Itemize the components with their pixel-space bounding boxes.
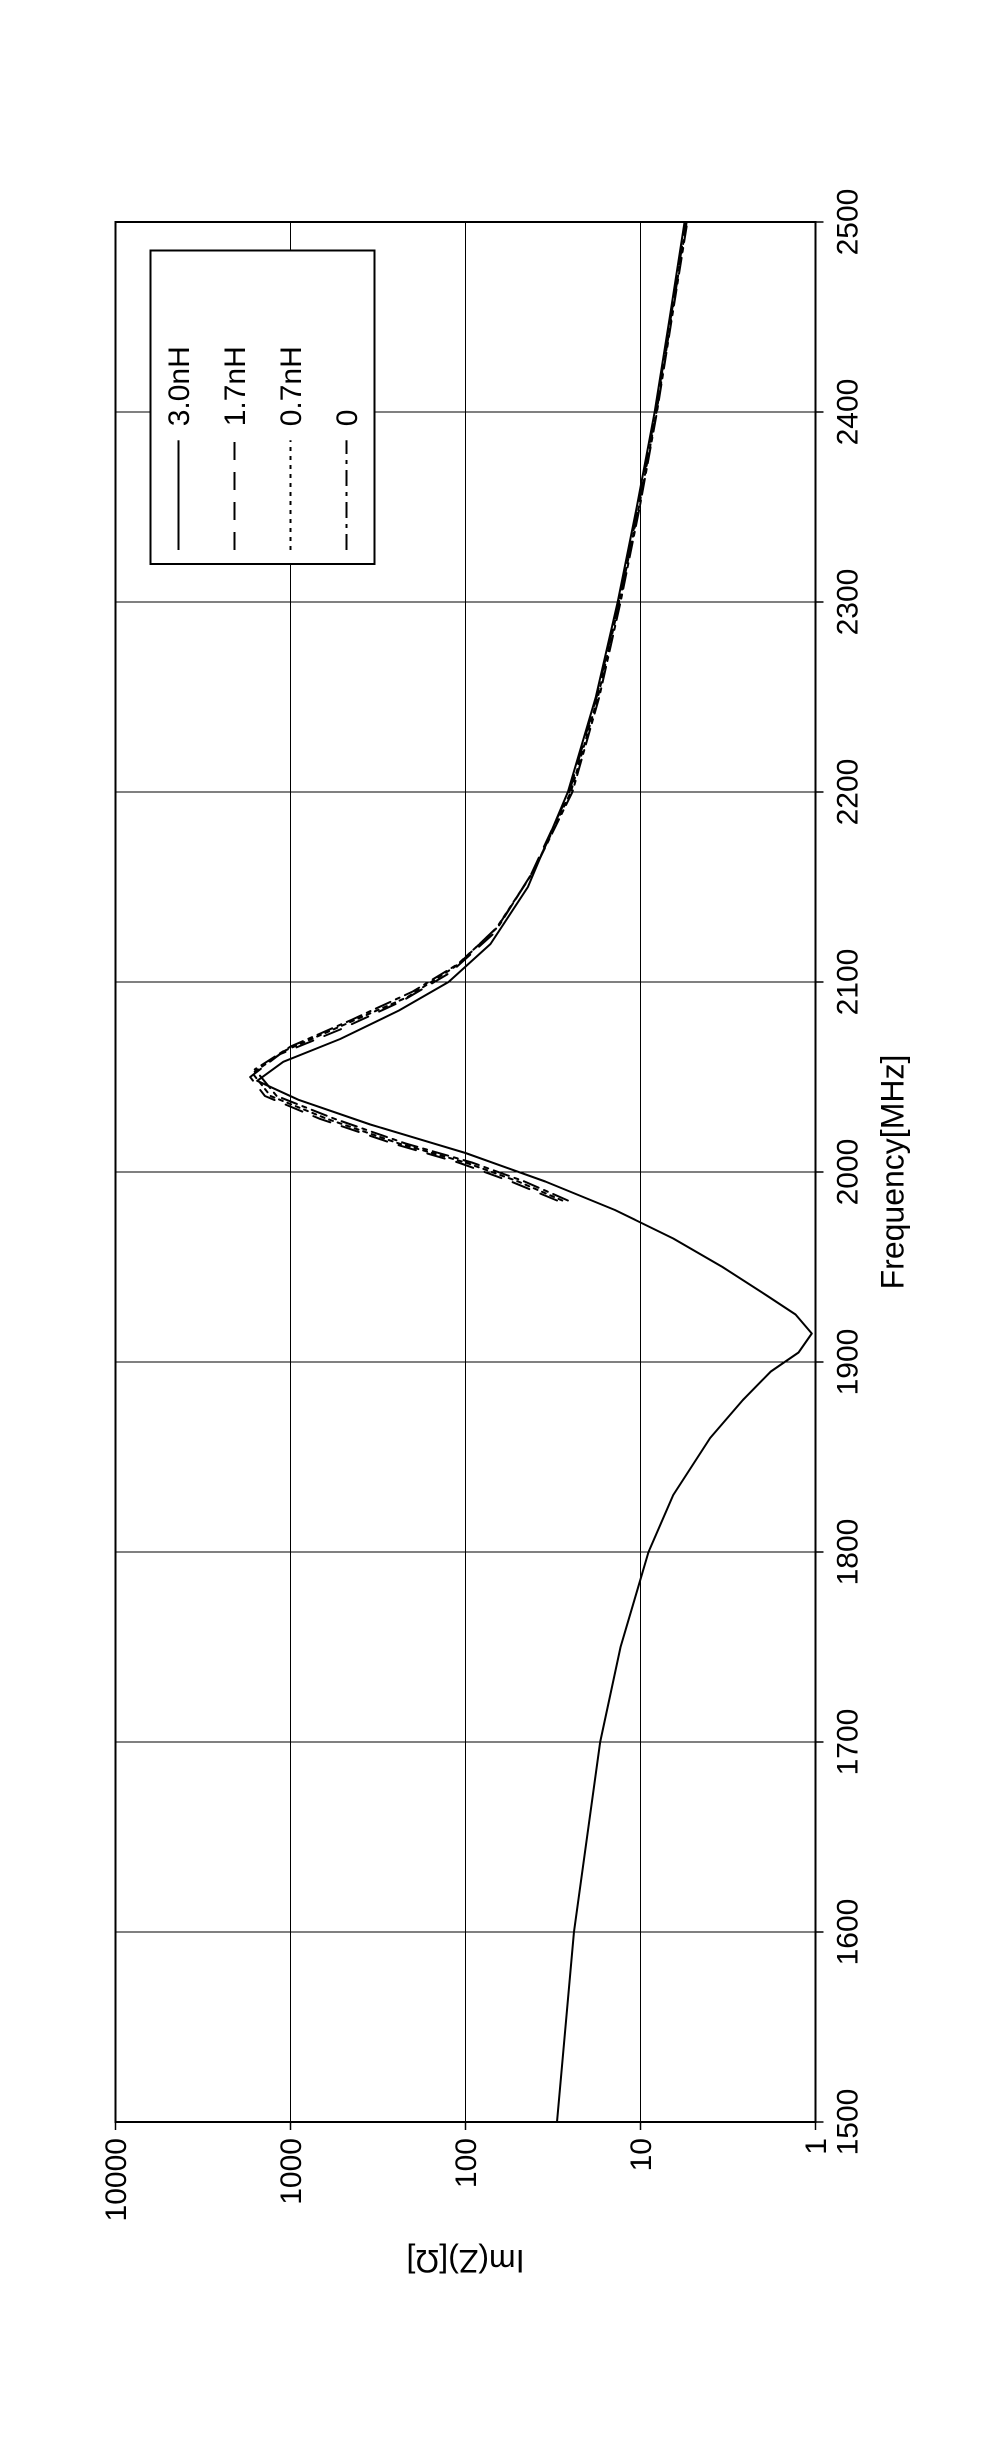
svg-text:1700: 1700 — [831, 1708, 864, 1775]
svg-text:3.0nH: 3.0nH — [163, 346, 196, 426]
svg-text:2000: 2000 — [831, 1138, 864, 1205]
svg-text:1000: 1000 — [275, 2138, 308, 2205]
svg-text:1: 1 — [800, 2138, 833, 2155]
svg-text:1900: 1900 — [831, 1328, 864, 1395]
svg-text:10000: 10000 — [100, 2138, 133, 2221]
svg-text:100: 100 — [450, 2138, 483, 2188]
svg-text:0.7nH: 0.7nH — [275, 346, 308, 426]
svg-text:2100: 2100 — [831, 948, 864, 1015]
chart-container: 1500 1600 1700 1800 1900 2000 2100 2200 2300 2400… — [55, 132, 940, 2332]
svg-text:2500: 2500 — [831, 188, 864, 255]
line-chart: 1500 1600 1700 1800 1900 2000 2100 2200 2300 2400… — [55, 132, 935, 2332]
svg-text:1.7nH: 1.7nH — [219, 346, 252, 426]
page: 1500 1600 1700 1800 1900 2000 2100 2200 2300 2400… — [0, 0, 995, 2463]
svg-text:Frequency[MHz]: Frequency[MHz] — [874, 1054, 910, 1289]
svg-text:2300: 2300 — [831, 568, 864, 635]
svg-text:1500: 1500 — [831, 2088, 864, 2155]
svg-text:2400: 2400 — [831, 378, 864, 445]
svg-text:0: 0 — [331, 409, 364, 426]
svg-text:2200: 2200 — [831, 758, 864, 825]
svg-text:10: 10 — [625, 2138, 658, 2171]
svg-text:Im(Z)[Ω]: Im(Z)[Ω] — [406, 2243, 524, 2279]
svg-text:1600: 1600 — [831, 1898, 864, 1965]
svg-text:1800: 1800 — [831, 1518, 864, 1585]
